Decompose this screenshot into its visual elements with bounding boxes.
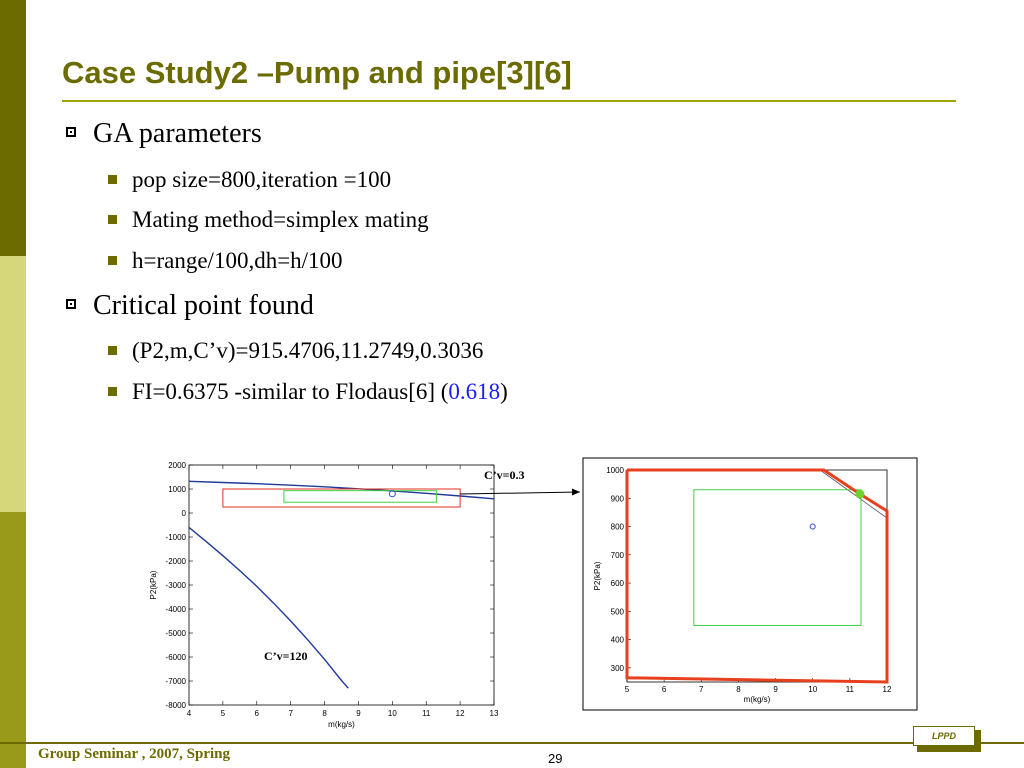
- region-box: [222, 488, 461, 508]
- bullet-text: Critical point found: [93, 290, 314, 321]
- x-tick-label: 4: [187, 709, 192, 718]
- y-tick-label: -8000: [166, 701, 187, 710]
- hollow-square-bullet-icon: [66, 127, 76, 137]
- y-tick-label: 1000: [606, 466, 624, 475]
- y-tick-label: 500: [611, 607, 625, 616]
- y-tick-label: 1000: [168, 485, 186, 494]
- data-point: [388, 490, 396, 498]
- x-tick-label: 6: [662, 685, 667, 694]
- chart-full-range: 4 5 6 7 8 9 10 11 12 13 2000 1000 0 -1000 -2000 -3000 -4…: [149, 461, 525, 729]
- x-tick-label: 8: [736, 685, 741, 694]
- fi-prefix: FI=0.6375 -similar to Flodaus[6] (: [132, 379, 449, 404]
- square-bullet-icon: [108, 387, 117, 396]
- plot-area: [626, 469, 888, 683]
- connector-line: [459, 491, 581, 495]
- x-tick-label: 6: [255, 709, 260, 718]
- x-tick-label: 9: [773, 685, 778, 694]
- sidebar-band-top: [0, 0, 26, 256]
- y-tick-label: 0: [182, 509, 187, 518]
- plot-area: [188, 464, 495, 706]
- x-tick-label: 12: [456, 709, 465, 718]
- square-bullet-icon: [108, 256, 117, 265]
- y-tick-label: 700: [611, 551, 625, 560]
- y-tick-label: 2000: [168, 461, 186, 470]
- x-axis-label: m(kg/s): [744, 695, 771, 704]
- y-tick-label: -3000: [166, 581, 187, 590]
- chart-zoomed-region: 5 6 7 8 9 10 11 12 1000 900 800 700 600 500 400 300 m(kg…: [582, 457, 918, 711]
- bullet-text: GA parameters: [93, 118, 262, 149]
- y-tick-label: -7000: [166, 677, 187, 686]
- x-tick-label: 10: [388, 709, 397, 718]
- constraint-line: [819, 469, 888, 519]
- x-tick-label: 7: [699, 685, 704, 694]
- series-curve: [188, 480, 495, 500]
- title-underline: [62, 100, 956, 102]
- x-tick-label: 11: [422, 709, 431, 718]
- y-tick-label: 600: [611, 579, 625, 588]
- x-tick-label: 11: [846, 685, 855, 694]
- y-tick-label: -4000: [166, 605, 187, 614]
- annotation-cv-low: C’v=0.3: [484, 468, 525, 482]
- x-tick-label: 5: [625, 685, 630, 694]
- sub-bullet-text: h=range/100,dh=h/100: [132, 248, 343, 273]
- region-box: [283, 490, 437, 503]
- y-tick-label: -5000: [166, 629, 187, 638]
- logo-text: LPPD: [913, 726, 975, 746]
- y-tick-label: 300: [611, 664, 625, 673]
- footer-rule: [0, 742, 1024, 744]
- y-tick-label: 400: [611, 636, 625, 645]
- y-tick-label: 900: [611, 494, 625, 503]
- x-tick-label: 13: [490, 709, 499, 718]
- zoom-connector-arrow: [459, 488, 581, 496]
- feasible-region: [625, 468, 889, 684]
- square-bullet-icon: [108, 346, 117, 355]
- slide-title: Case Study2 –Pump and pipe[3][6]: [62, 55, 572, 90]
- y-tick-label: 800: [611, 523, 625, 532]
- x-tick-label: 7: [288, 709, 293, 718]
- fi-suffix: ): [500, 379, 508, 404]
- data-point: [809, 523, 816, 530]
- search-box: [693, 489, 862, 626]
- critical-point: [855, 489, 865, 499]
- sub-bullet-text: (P2,m,C’v)=915.4706,11.2749,0.3036: [132, 338, 484, 363]
- series-curve: [188, 526, 349, 689]
- y-tick-label: -6000: [166, 653, 187, 662]
- y-tick-label: -2000: [166, 557, 187, 566]
- sub-bullet-text: pop size=800,iteration =100: [132, 167, 392, 192]
- page-number: 29: [548, 751, 563, 766]
- x-tick-label: 10: [808, 685, 817, 694]
- y-tick-label: -1000: [166, 533, 187, 542]
- arrow-head-icon: [572, 488, 580, 496]
- sub-bullet-text: Mating method=simplex mating: [132, 207, 429, 232]
- sub-bullet-text: FI=0.6375 -similar to Flodaus[6] (0.618): [132, 378, 508, 405]
- footer-text: Group Seminar , 2007, Spring: [38, 746, 230, 762]
- square-bullet-icon: [108, 175, 117, 184]
- x-tick-label: 5: [221, 709, 226, 718]
- x-axis-label: m(kg/s): [328, 720, 355, 729]
- lppd-logo: LPPD: [913, 726, 981, 752]
- square-bullet-icon: [108, 215, 117, 224]
- hollow-square-bullet-icon: [66, 299, 76, 309]
- annotation-cv-high: C’v=120: [264, 649, 308, 663]
- fi-value: 0.618: [448, 379, 501, 404]
- x-tick-label: 9: [356, 709, 361, 718]
- y-axis-label: P2(kPa): [149, 570, 158, 599]
- sidebar-band-middle: [0, 256, 26, 512]
- sidebar-band-bottom: [0, 512, 26, 768]
- x-tick-label: 12: [883, 685, 892, 694]
- x-tick-label: 8: [322, 709, 327, 718]
- y-axis-label: P2(kPa): [593, 561, 602, 590]
